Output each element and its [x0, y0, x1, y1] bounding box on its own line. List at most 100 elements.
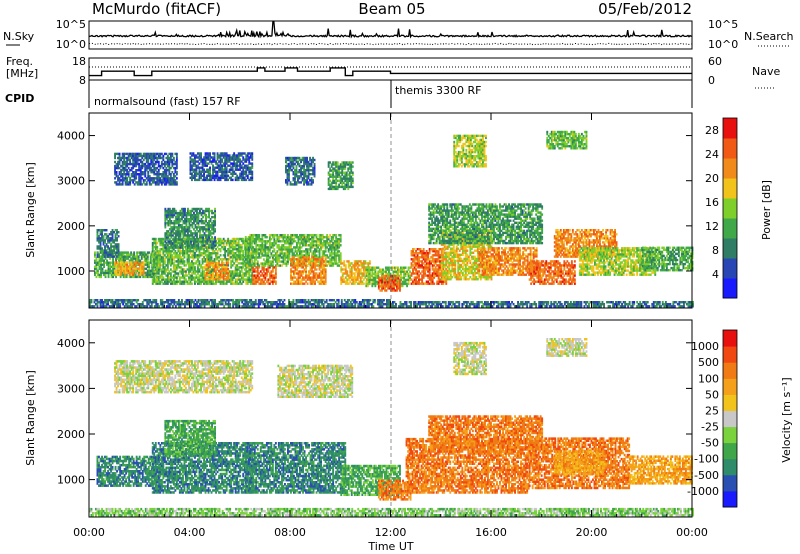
- heatmap-cell: [410, 305, 412, 307]
- heatmap-cell: [322, 256, 324, 258]
- heatmap-cell: [223, 262, 225, 264]
- heatmap-cell: [118, 235, 120, 237]
- heatmap-cell: [345, 264, 347, 266]
- heatmap-cell: [214, 212, 216, 214]
- heatmap-cell: [172, 305, 174, 307]
- heatmap-cell: [217, 305, 219, 307]
- heatmap-cell: [151, 305, 153, 307]
- heatmap-cell: [214, 220, 216, 222]
- heatmap-cell: [212, 262, 214, 264]
- nave-tick-high: 60: [708, 55, 722, 68]
- heatmap-cell: [392, 275, 394, 277]
- heatmap-cell: [143, 261, 145, 263]
- heatmap-cell: [272, 268, 274, 270]
- heatmap-cell: [116, 239, 118, 241]
- heatmap-cell: [214, 299, 216, 301]
- heatmap-cell: [176, 268, 178, 270]
- heatmap-cell: [368, 305, 370, 307]
- heatmap-cell: [214, 244, 216, 246]
- heatmap-cell: [656, 305, 658, 307]
- heatmap-cell: [395, 303, 397, 305]
- heatmap-cell: [314, 281, 316, 283]
- heatmap-cell: [609, 305, 611, 307]
- heatmap-cell: [338, 299, 340, 301]
- heatmap-cell: [351, 268, 353, 270]
- heatmap-cell: [445, 301, 447, 303]
- heatmap-cell: [158, 305, 160, 307]
- heatmap-cell: [374, 285, 376, 287]
- heatmap-cell: [258, 305, 260, 307]
- nsearch-label: N.Search: [744, 30, 794, 43]
- heatmap-cell: [377, 273, 379, 275]
- heatmap-cell: [469, 305, 471, 307]
- heatmap-cell: [340, 244, 342, 246]
- heatmap-cell: [387, 275, 389, 277]
- heatmap-cell: [196, 238, 198, 240]
- heatmap-cell: [287, 260, 289, 262]
- heatmap-cell: [211, 210, 213, 212]
- heatmap-cell: [307, 283, 309, 285]
- heatmap-cell: [369, 260, 371, 262]
- heatmap-cell: [603, 303, 605, 305]
- heatmap-cell: [683, 305, 685, 307]
- heatmap-cell: [255, 240, 257, 242]
- heatmap-cell: [94, 251, 96, 253]
- heatmap-cell: [360, 268, 362, 270]
- nsky-panel: N.Sky 10^5 10^0 10^5 10^0 N.Search: [3, 18, 794, 51]
- heatmap-cell: [184, 260, 186, 262]
- heatmap-cell: [308, 252, 310, 254]
- heatmap-cell: [550, 305, 552, 307]
- heatmap-cell: [535, 303, 537, 305]
- heatmap-cell: [118, 243, 120, 245]
- heatmap-cell: [410, 301, 412, 303]
- heatmap-cell: [162, 238, 164, 240]
- nsearch-trace: [89, 43, 692, 44]
- heatmap-cell: [164, 260, 166, 262]
- nave-tick-low: 0: [708, 74, 715, 87]
- heatmap-cell: [148, 266, 150, 268]
- heatmap-cell: [246, 252, 248, 254]
- heatmap-cell: [308, 305, 310, 307]
- heatmap-cell: [526, 305, 528, 307]
- heatmap-cell: [342, 274, 344, 276]
- heatmap-cell: [492, 305, 494, 307]
- heatmap-cell: [632, 305, 634, 307]
- heatmap-cell: [205, 246, 207, 248]
- heatmap-cell: [343, 260, 345, 262]
- heatmap-cell: [143, 269, 145, 271]
- nsearch-tick-high: 10^5: [708, 18, 738, 31]
- freq-tick-low: 8: [79, 74, 86, 87]
- heatmap-cell: [284, 303, 286, 305]
- freq-trace: [89, 68, 692, 76]
- heatmap-cell: [156, 246, 158, 248]
- heatmap-cell: [448, 305, 450, 307]
- heatmap-cell: [275, 268, 277, 270]
- heatmap-cell: [522, 305, 524, 307]
- heatmap-cell: [325, 274, 327, 276]
- heatmap-cell: [419, 305, 421, 307]
- heatmap-cell: [97, 305, 99, 307]
- heatmap-cell: [253, 305, 255, 307]
- heatmap-cell: [427, 305, 429, 307]
- heatmap-cell: [400, 273, 402, 275]
- heatmap-cell: [546, 305, 548, 307]
- heatmap-cell: [633, 301, 635, 303]
- heatmap-cell: [298, 256, 300, 258]
- heatmap-cell: [106, 305, 108, 307]
- date-title: 05/Feb/2012: [598, 0, 692, 18]
- heatmap-cell: [629, 301, 631, 303]
- heatmap-cell: [531, 305, 533, 307]
- heatmap-cell: [118, 245, 120, 247]
- heatmap-cell: [588, 305, 590, 307]
- heatmap-cell: [461, 305, 463, 307]
- heatmap-cell: [211, 236, 213, 238]
- heatmap-cell: [266, 274, 268, 276]
- heatmap-cell: [580, 305, 582, 307]
- heatmap-cell: [227, 276, 229, 278]
- heatmap-cell: [346, 270, 348, 272]
- heatmap-cell: [580, 301, 582, 303]
- heatmap-cell: [272, 260, 274, 262]
- heatmap-cell: [403, 305, 405, 307]
- heatmap-cell: [201, 305, 203, 307]
- heatmap-cell: [226, 264, 228, 266]
